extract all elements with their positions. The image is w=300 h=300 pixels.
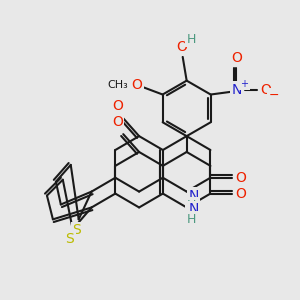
Text: O: O <box>236 171 247 185</box>
Text: CH₃: CH₃ <box>107 80 128 90</box>
Text: O: O <box>131 78 142 92</box>
Text: H: H <box>187 32 196 46</box>
Text: H: H <box>187 213 196 226</box>
Text: O: O <box>112 115 123 129</box>
Text: O: O <box>231 51 242 65</box>
Text: +: + <box>240 79 248 89</box>
Text: N: N <box>188 189 199 202</box>
Text: S: S <box>72 223 81 237</box>
Text: O: O <box>236 187 247 201</box>
Text: O: O <box>261 83 272 97</box>
Text: O: O <box>112 99 123 113</box>
Text: −: − <box>269 89 279 102</box>
Text: O: O <box>176 40 187 54</box>
Text: S: S <box>65 232 74 246</box>
Text: N: N <box>231 83 242 97</box>
Text: N: N <box>188 202 199 216</box>
Text: H: H <box>187 199 196 212</box>
